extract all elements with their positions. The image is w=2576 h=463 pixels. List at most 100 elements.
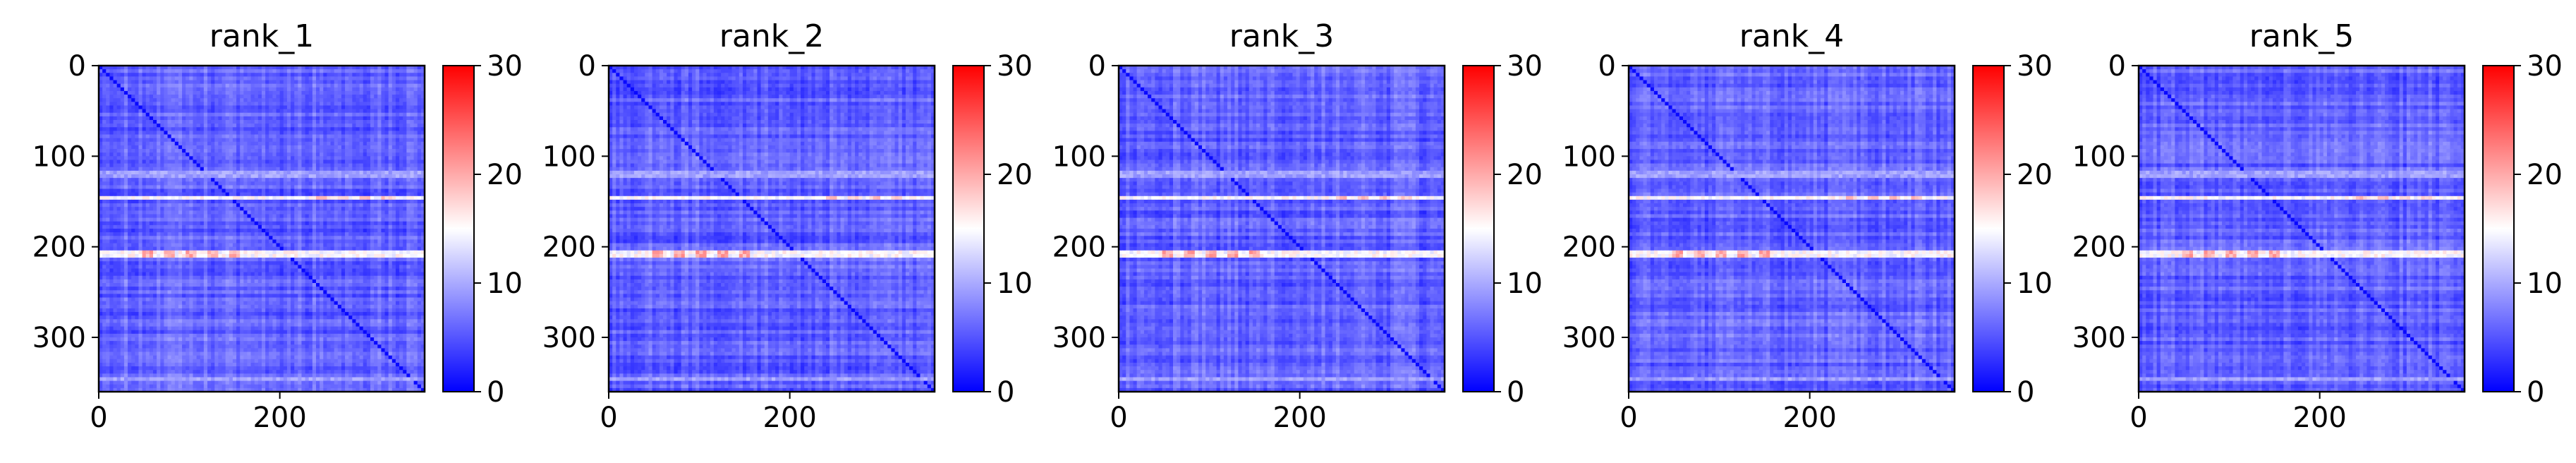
heatmap-cell <box>102 222 107 226</box>
heatmap-cell <box>406 109 411 114</box>
heatmap-cell <box>403 254 407 258</box>
heatmap-cell <box>323 95 327 99</box>
heatmap-cell <box>331 258 335 262</box>
heatmap-cell <box>294 120 298 124</box>
heatmap-cell <box>128 207 132 211</box>
heatmap-cell <box>222 174 226 179</box>
heatmap-cell <box>345 120 349 124</box>
heatmap-cell <box>262 178 266 182</box>
heatmap-cell <box>309 131 313 135</box>
heatmap-cell <box>360 88 364 92</box>
heatmap-cell <box>131 218 135 222</box>
heatmap-cell <box>171 76 176 80</box>
heatmap-cell <box>269 145 273 150</box>
heatmap-cell <box>277 193 281 197</box>
heatmap-cell <box>265 138 269 143</box>
heatmap-cell <box>352 207 356 211</box>
heatmap-cell <box>121 243 125 248</box>
heatmap-cell <box>403 232 407 236</box>
heatmap-cell <box>243 247 248 251</box>
heatmap-cell <box>341 251 346 255</box>
heatmap-cell <box>164 171 168 175</box>
heatmap-cell <box>200 149 205 153</box>
heatmap-cell <box>131 203 135 208</box>
heatmap-cell <box>243 149 248 153</box>
heatmap-cell <box>352 210 356 215</box>
heatmap-cell <box>287 207 291 211</box>
heatmap-cell <box>352 116 356 121</box>
heatmap-cell <box>403 174 407 179</box>
heatmap-cell <box>352 174 356 179</box>
heatmap-cell <box>240 160 244 164</box>
heatmap-cell <box>312 142 317 146</box>
heatmap-cell <box>287 152 291 157</box>
heatmap-cell <box>298 80 302 85</box>
heatmap-cell <box>312 229 317 233</box>
heatmap-cell <box>414 73 418 77</box>
heatmap-cell <box>236 171 241 175</box>
heatmap-cell <box>178 189 183 193</box>
heatmap-cell <box>352 171 356 175</box>
heatmap-cell <box>189 88 193 92</box>
heatmap-cell <box>341 152 346 157</box>
heatmap-cell <box>367 254 371 258</box>
heatmap-cell <box>236 236 241 240</box>
heatmap-cell <box>356 171 360 175</box>
heatmap-cell <box>269 200 273 204</box>
heatmap-cell <box>157 113 161 117</box>
heatmap-cell <box>272 229 277 233</box>
heatmap-cell <box>233 225 237 229</box>
heatmap-cell <box>214 200 219 204</box>
heatmap-cell <box>331 124 335 128</box>
heatmap-cell <box>385 232 389 236</box>
heatmap-cell <box>341 124 346 128</box>
heatmap-cell <box>352 160 356 164</box>
heatmap-cell <box>240 124 244 128</box>
heatmap-cell <box>316 218 320 222</box>
heatmap-cell <box>392 98 396 102</box>
heatmap-cell <box>222 214 226 218</box>
heatmap-cell <box>243 193 248 197</box>
heatmap-cell <box>363 88 367 92</box>
heatmap-cell <box>233 181 237 186</box>
heatmap-cell <box>370 196 375 200</box>
heatmap-cell <box>106 113 110 117</box>
heatmap-cell <box>255 196 259 200</box>
heatmap-cell <box>236 243 241 248</box>
heatmap-cell <box>222 251 226 255</box>
heatmap-cell <box>305 113 310 117</box>
heatmap-cell <box>114 222 118 226</box>
heatmap-cell <box>363 164 367 168</box>
heatmap-cell <box>305 105 310 109</box>
heatmap-cell <box>102 171 107 175</box>
heatmap-cell <box>272 73 277 77</box>
heatmap-cell <box>255 207 259 211</box>
heatmap-cell <box>240 113 244 117</box>
heatmap-cell <box>214 116 219 121</box>
heatmap-cell <box>175 113 179 117</box>
heatmap-cell <box>138 247 142 251</box>
heatmap-cell <box>258 145 262 150</box>
heatmap-cell <box>265 193 269 197</box>
heatmap-cell <box>338 109 342 114</box>
heatmap-cell <box>414 232 418 236</box>
heatmap-cell <box>265 116 269 121</box>
heatmap-cell <box>284 164 288 168</box>
heatmap-cell <box>309 232 313 236</box>
heatmap-cell <box>316 135 320 139</box>
heatmap-cell <box>265 156 269 160</box>
heatmap-cell <box>117 102 121 106</box>
heatmap-cell <box>374 225 378 229</box>
heatmap-cell <box>399 171 403 175</box>
heatmap-cell <box>294 105 298 109</box>
heatmap-cell <box>360 76 364 80</box>
heatmap-cell <box>150 181 154 186</box>
heatmap-cell <box>287 247 291 251</box>
heatmap-cell <box>406 149 411 153</box>
heatmap-cell <box>399 239 403 243</box>
heatmap-cell <box>381 236 385 240</box>
heatmap-cell <box>182 116 186 121</box>
heatmap-cell <box>331 247 335 251</box>
heatmap-cell <box>157 203 161 208</box>
heatmap-cell <box>348 98 353 102</box>
